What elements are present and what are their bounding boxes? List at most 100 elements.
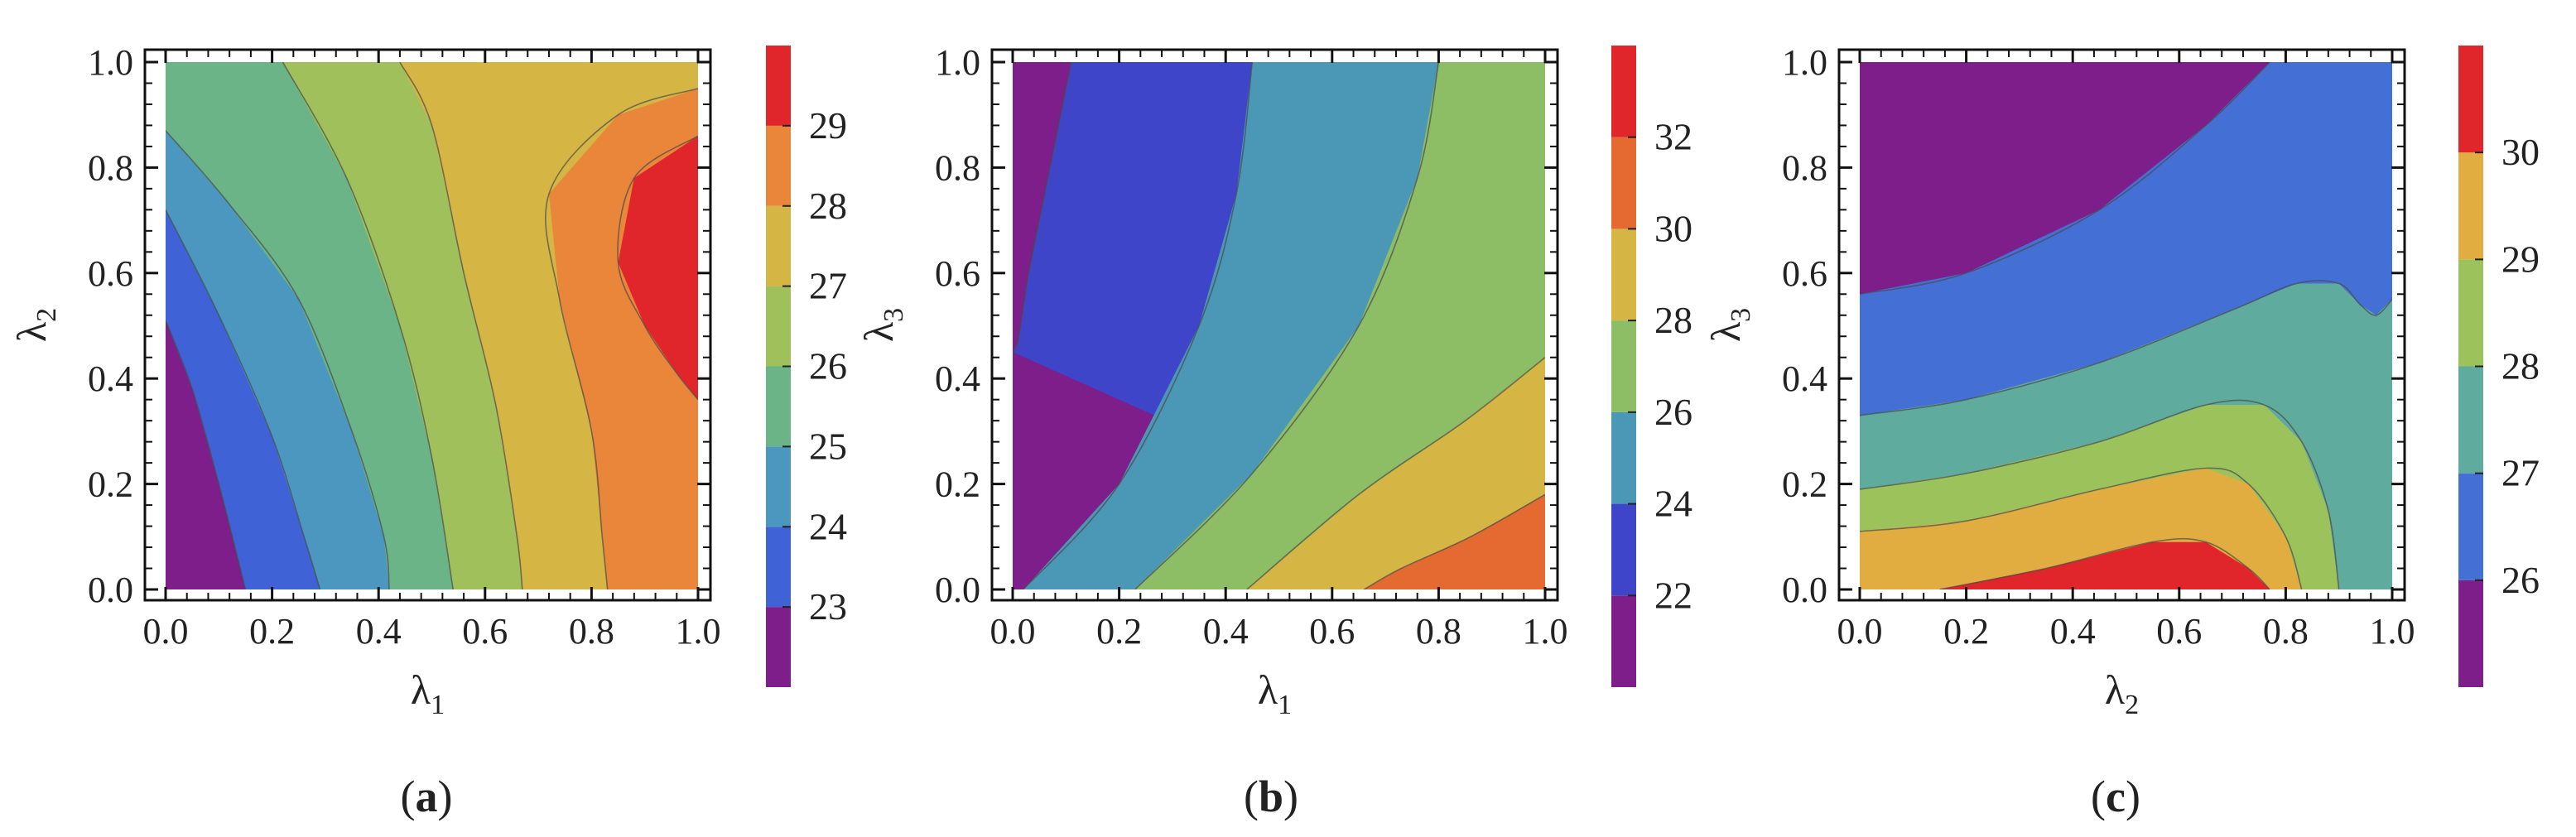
plot-border <box>1837 48 2406 602</box>
x-tick-label: 1.0 <box>1523 611 1568 652</box>
y-tick-label: 0.6 <box>88 253 133 294</box>
contour-line <box>1023 62 1254 589</box>
contour-line <box>617 135 698 401</box>
y-axis-label: λ3 <box>1702 308 1756 342</box>
x-tick-label: 0.0 <box>143 611 189 652</box>
colorbar-tick-label: 23 <box>809 585 847 628</box>
y-tick-label: 1.0 <box>88 42 133 83</box>
y-tick-label: 0.0 <box>935 570 980 610</box>
x-tick-label: 0.8 <box>2263 611 2309 652</box>
x-tick-label: 0.4 <box>356 611 402 652</box>
x-axis-label: λ2 <box>2105 666 2139 720</box>
x-tick-label: 0.4 <box>2050 611 2096 652</box>
colorbar-band <box>1611 595 1636 687</box>
y-tick-label: 0.8 <box>88 147 133 188</box>
panel-caption: (c) <box>2091 772 2140 821</box>
ticks <box>145 50 710 600</box>
colorbar-band <box>2458 152 2483 260</box>
contour-line <box>1939 537 2270 589</box>
colorbar-band <box>1611 137 1636 229</box>
x-tick-label: 0.0 <box>990 611 1036 652</box>
x-tick-label: 1.0 <box>2370 611 2415 652</box>
x-tick-label: 1.0 <box>676 611 721 652</box>
colorbar-band <box>766 446 791 527</box>
x-tick-label: 0.8 <box>569 611 614 652</box>
colorbar-tick-label: 29 <box>2501 238 2540 280</box>
contour-band <box>1860 541 2270 589</box>
plot-border <box>990 48 1559 602</box>
colorbar-band <box>766 607 791 687</box>
colorbar-band <box>766 205 791 286</box>
y-tick-label: 0.0 <box>88 570 133 610</box>
panel-b: 0.0 0.2 0.4 0.6 0.8 1.0 0.0 0.2 0.4 0.6 0.8 1.0 λ1 λ3… <box>855 42 1692 821</box>
contour-band <box>618 136 698 400</box>
panel-caption: (a) <box>401 772 453 821</box>
colorbar-band <box>1611 411 1636 504</box>
y-tick-label: 0.4 <box>1782 358 1827 399</box>
colorbar-tick-label: 25 <box>809 425 847 467</box>
panel-caption: (b) <box>1244 772 1298 821</box>
contour-line <box>166 209 321 589</box>
contour-line <box>1860 280 2392 416</box>
y-tick-label: 0.2 <box>88 464 133 505</box>
colorbar-tick-label: 26 <box>1654 391 1692 433</box>
y-tick-label: 1.0 <box>935 42 980 83</box>
x-tick-label: 0.6 <box>462 611 508 652</box>
y-tick-label: 0.2 <box>935 464 980 505</box>
colorbar: 26 27 28 29 30 <box>2458 46 2540 687</box>
colorbar-tick-label: 28 <box>2501 345 2540 387</box>
ticks <box>1839 50 2405 600</box>
contour-band <box>1246 62 1545 589</box>
x-tick-label: 0.0 <box>1837 611 1883 652</box>
x-tick-label: 0.8 <box>1416 611 1461 652</box>
colorbar-tick-label: 32 <box>1654 116 1692 158</box>
colorbar-band <box>1611 503 1636 596</box>
x-tick-label: 0.4 <box>1203 611 1249 652</box>
y-tick-label: 0.8 <box>935 147 980 188</box>
y-axis-label: λ2 <box>8 308 62 342</box>
contour-line <box>545 88 698 589</box>
y-tick-label: 1.0 <box>1782 42 1827 83</box>
colorbar-band <box>2458 366 2483 474</box>
contour-line <box>1860 467 2303 589</box>
colorbar-tick-label: 27 <box>809 265 847 307</box>
contour-line <box>1013 62 1072 353</box>
colorbar-tick-label: 30 <box>2501 131 2540 173</box>
y-tick-label: 0.4 <box>935 358 980 399</box>
contour-line <box>282 62 454 589</box>
colorbar-tick-label: 29 <box>809 104 847 147</box>
contour-line <box>1364 493 1545 589</box>
colorbar-band <box>766 125 791 206</box>
colorbar-band <box>1611 228 1636 321</box>
colorbar-tick-label: 26 <box>809 345 847 387</box>
colorbar-tick-label: 27 <box>2501 452 2540 494</box>
contour-line <box>1860 399 2340 589</box>
y-tick-label: 0.6 <box>935 253 980 294</box>
x-axis-label: λ1 <box>1258 666 1292 720</box>
y-tick-label: 0.0 <box>1782 570 1827 610</box>
colorbar-band <box>2458 473 2483 580</box>
colorbar-band <box>1611 320 1636 412</box>
contour-line <box>399 62 523 589</box>
colorbar-band <box>1611 46 1636 137</box>
contour-line <box>1860 62 2270 296</box>
y-tick-label: 0.2 <box>1782 464 1827 505</box>
contour-fills <box>1860 62 2392 589</box>
colorbar-tick-label: 24 <box>809 505 847 547</box>
contour-fills <box>1013 62 1545 589</box>
colorbar-tick-label: 26 <box>2501 559 2540 601</box>
colorbar: 22 24 26 28 30 32 <box>1611 46 1692 687</box>
colorbar-band <box>766 46 791 126</box>
colorbar-tick-label: 22 <box>1654 574 1692 616</box>
colorbar-band <box>2458 259 2483 367</box>
contour-fills <box>166 62 698 589</box>
colorbar-tick-label: 28 <box>809 185 847 227</box>
colorbar: 23 24 25 26 27 28 29 <box>766 46 847 687</box>
colorbar-band <box>766 286 791 367</box>
colorbar-band <box>766 366 791 447</box>
y-tick-label: 0.8 <box>1782 147 1827 188</box>
x-tick-label: 0.2 <box>249 611 295 652</box>
y-axis-label: λ3 <box>855 308 909 342</box>
contour-band <box>1364 62 1545 589</box>
contour-line <box>166 130 390 589</box>
